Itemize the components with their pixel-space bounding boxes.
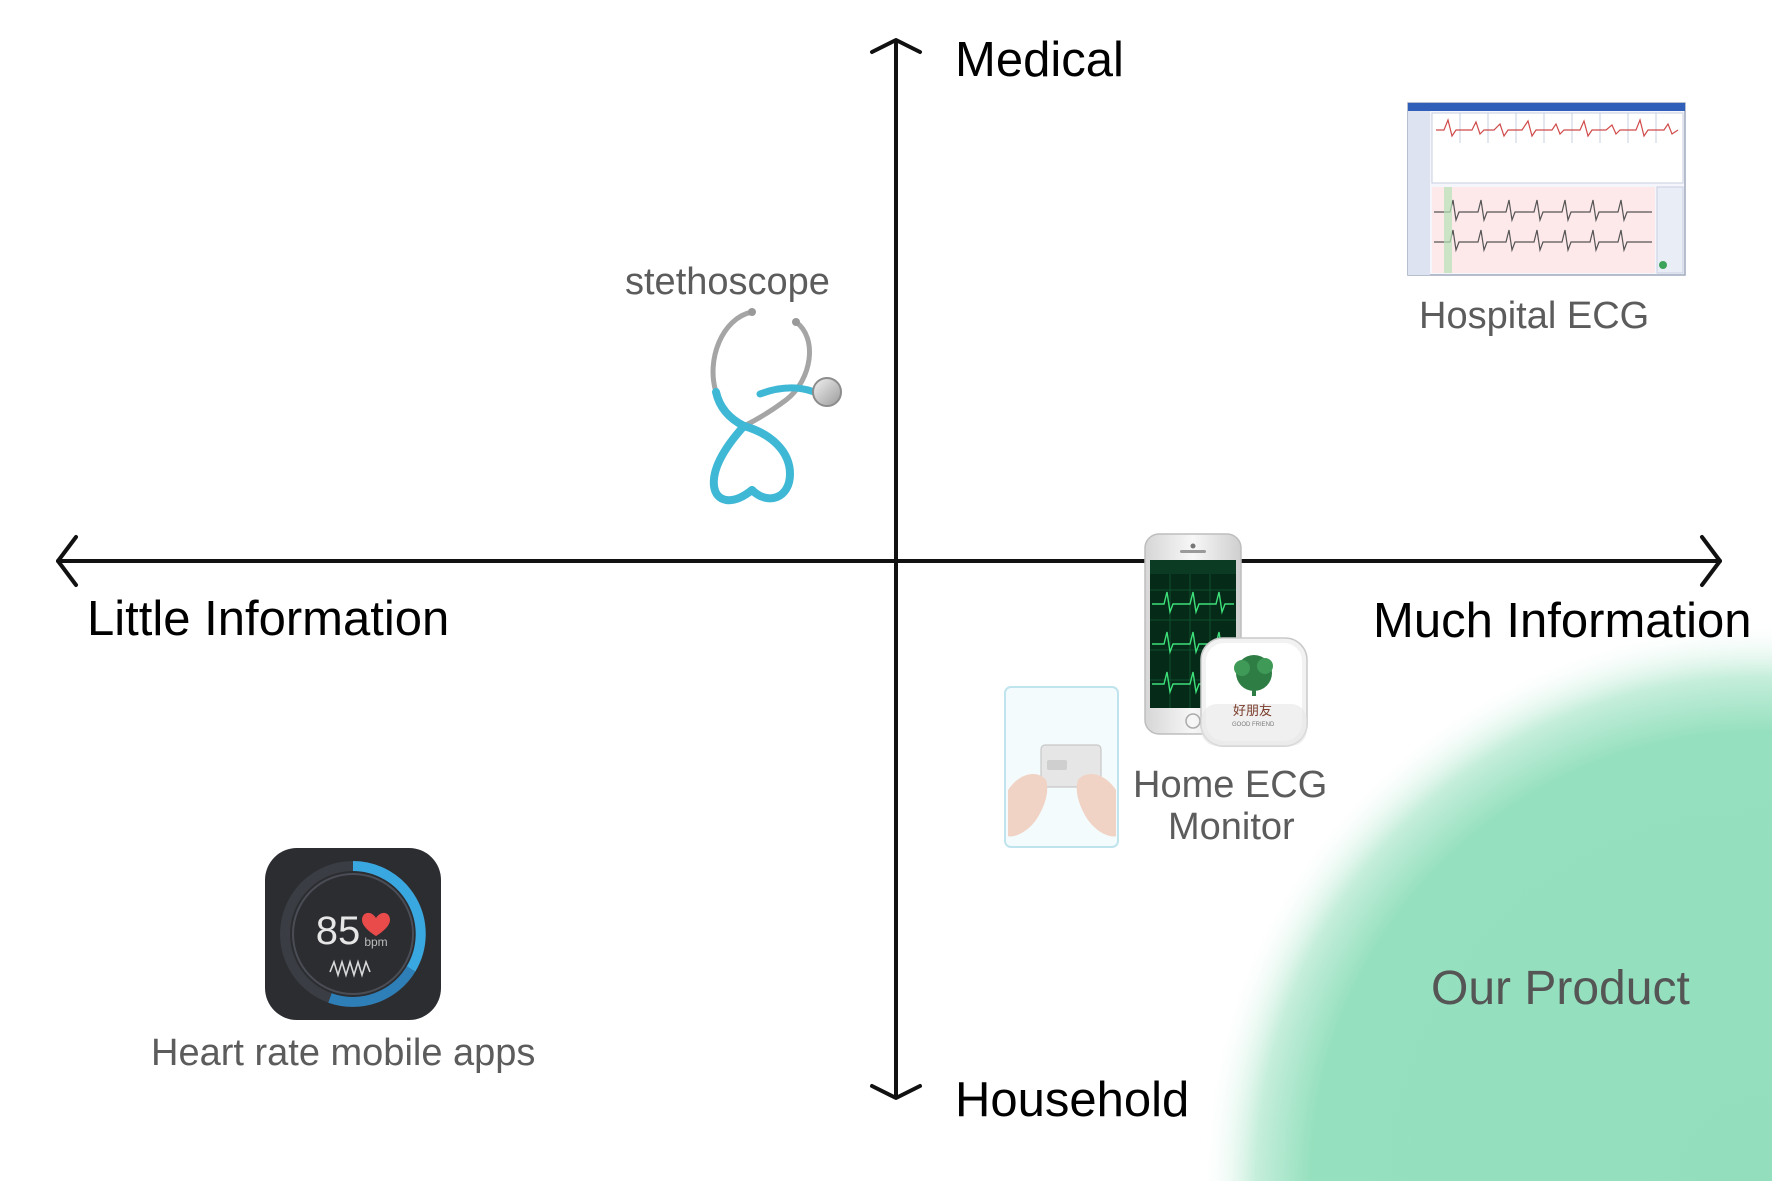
bpm-value: 85 <box>316 909 361 953</box>
axis-label-top: Medical <box>955 33 1124 87</box>
stethoscope-icon <box>709 308 842 504</box>
device-logo-english: GOOD FRIEND <box>1232 722 1275 728</box>
label-home-ecg-line1: Home ECG <box>1133 764 1328 806</box>
label-hospital-ecg: Hospital ECG <box>1419 295 1650 337</box>
arrow-right-icon <box>1700 535 1722 587</box>
device-logo-chinese: 好朋友 <box>1233 704 1273 719</box>
home-ecg-photo <box>1004 686 1119 848</box>
hospital-ecg-screenshot <box>1407 102 1686 276</box>
heart-rate-app-icon: 85 bpm <box>265 848 441 1020</box>
pulse-wave-icon <box>329 959 371 978</box>
axes <box>56 38 1722 1100</box>
bpm-unit: bpm <box>364 935 387 949</box>
ecg-device-icon <box>1200 637 1308 747</box>
label-stethoscope: stethoscope <box>625 261 830 303</box>
axis-label-bottom: Household <box>955 1073 1190 1127</box>
arrow-left-icon <box>56 535 78 587</box>
label-our-product: Our Product <box>1431 962 1690 1015</box>
heart-icon <box>362 912 390 936</box>
label-heart-rate-apps: Heart rate mobile apps <box>151 1032 536 1074</box>
arrow-down-icon <box>870 1084 922 1100</box>
our-product-region <box>1200 621 1772 1181</box>
arrow-up-icon <box>870 38 922 54</box>
label-home-ecg-line2: Monitor <box>1168 806 1295 848</box>
axis-label-left: Little Information <box>87 592 450 646</box>
axis-label-right: Much Information <box>1373 594 1752 648</box>
